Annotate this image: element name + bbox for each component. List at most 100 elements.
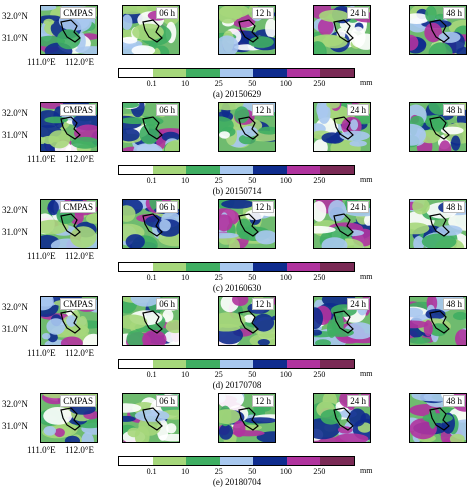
colorbar-tick: 250 [313,176,326,185]
precip-patch [314,225,336,234]
precip-patch [219,6,239,24]
basin-outline [429,213,450,237]
precip-patch [455,329,466,345]
map-panel: 12 h [218,199,276,249]
precip-patch [77,316,88,335]
basin-outline [60,310,81,334]
precip-patch [328,200,347,222]
precip-patch [134,409,170,422]
basin-outline [429,407,450,431]
precip-patch [349,140,367,147]
basin-outline [142,213,163,237]
map-panel: CMPAS [40,199,98,249]
precip-patch [255,230,275,245]
colorbar-tick: 25 [214,370,223,379]
y-tick-label: 31.0°N [2,421,28,431]
colorbar-segment [152,360,187,368]
precip-patch [47,332,58,343]
basin-outline [429,116,450,140]
colorbar-tick: 250 [313,370,326,379]
x-tick-label: 112.0°E [65,57,95,67]
map-panel: CMPAS [40,5,98,55]
panel-label: 06 h [156,104,178,116]
map-panel: 06 h [122,102,180,152]
panel-label: 24 h [347,104,369,116]
x-tick-label: 112.0°E [65,445,95,455]
colorbar-segment [119,263,153,271]
colorbar-unit: mm [360,272,373,281]
precip-patch [44,116,68,124]
panel-label: 48 h [443,395,465,407]
row-caption: (c) 20160630 [212,283,262,293]
colorbar-segment [152,69,187,77]
colorbar-segment [286,263,321,271]
row-caption: (d) 20170708 [212,380,262,390]
basin-outline [142,407,163,431]
map-panel: CMPAS [40,296,98,346]
colorbar-tick: 50 [248,370,257,379]
map-panel: 12 h [218,5,276,55]
colorbar [118,262,355,272]
map-panel: 12 h [218,393,276,443]
precip-patch [42,333,51,340]
precip-patch [258,126,275,135]
basin-outline [429,310,450,334]
basin-outline [333,116,354,140]
precip-patch [64,435,80,442]
precip-patch [421,233,457,248]
basin-outline [238,19,259,43]
map-panel: 06 h [122,199,180,249]
y-tick-label: 32.0°N [2,205,28,215]
colorbar-segment [286,69,321,77]
precip-patch [133,143,163,151]
panel-label: 48 h [443,201,465,213]
precip-patch [314,329,322,336]
colorbar-tick: 0.1 [146,467,157,476]
precip-patch [450,135,461,151]
colorbar-segment [219,360,254,368]
precip-patch [60,336,83,345]
colorbar-tick: 250 [313,273,326,282]
map-panel: 06 h [122,393,180,443]
precip-patch [320,409,342,425]
colorbar-tick: 100 [279,370,292,379]
map-panel: 48 h [409,102,467,152]
precip-patch [41,297,54,311]
panel-label: 06 h [156,298,178,310]
colorbar-tick: 10 [181,273,190,282]
panel-label: 12 h [252,7,274,19]
colorbar [118,456,355,466]
precip-patch [232,420,246,438]
precip-patch [164,329,179,344]
precip-patch [123,415,136,422]
panel-label: CMPAS [60,201,96,213]
precip-patch [354,33,370,50]
precip-patch [314,139,328,151]
panel-label: CMPAS [60,298,96,310]
colorbar-tick: 25 [214,467,223,476]
precip-patch [436,225,463,236]
precip-patch [253,313,275,332]
precip-patch [337,426,353,434]
precip-patch [54,428,65,438]
colorbar-tick: 0.1 [146,370,157,379]
precip-patch [410,337,431,344]
precip-patch [219,409,241,425]
colorbar [118,165,355,175]
map-panel: 24 h [313,199,371,249]
colorbar-segment [253,457,287,465]
colorbar-tick: 50 [248,176,257,185]
precip-patch [123,36,138,44]
colorbar-tick: 10 [181,79,190,88]
precip-patch [43,18,55,26]
colorbar-tick: 50 [248,273,257,282]
row-caption: (a) 20150629 [212,89,262,99]
precip-patch [123,103,140,108]
colorbar-segment [186,69,220,77]
precip-patch [438,140,452,151]
x-tick-label: 111.0°E [27,251,56,261]
map-panel: 12 h [218,102,276,152]
precip-patch [410,123,426,146]
basin-outline [60,213,81,237]
